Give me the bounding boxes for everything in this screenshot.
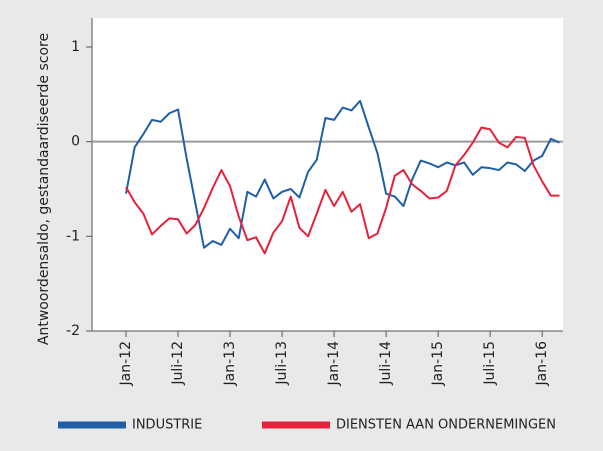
x-tick-label: Juli-13 [274, 341, 290, 386]
x-tick-label: Jan-16 [534, 341, 550, 387]
x-tick-label: Juli-12 [170, 341, 186, 386]
plot-area [92, 18, 563, 331]
y-tick-label: 1 [71, 39, 80, 55]
y-tick-label: 0 [71, 134, 80, 150]
legend-label: INDUSTRIE [132, 418, 202, 433]
x-tick-label: Jan-12 [118, 341, 134, 386]
y-tick-label: -2 [66, 323, 80, 339]
x-tick-label: Jan-14 [326, 341, 342, 387]
series-line [125, 126, 560, 255]
x-tick-label: Jan-13 [222, 341, 238, 386]
x-tick-label: Juli-14 [378, 341, 394, 386]
y-tick-label: -1 [66, 228, 80, 244]
legend-label: DIENSTEN AAN ONDERNEMINGEN [336, 418, 556, 433]
x-tick-label: Jan-15 [430, 341, 446, 386]
x-tick-label: Juli-15 [482, 341, 498, 386]
y-axis-title: Antwoordensaldo, gestandaardiseerde scor… [36, 33, 52, 345]
